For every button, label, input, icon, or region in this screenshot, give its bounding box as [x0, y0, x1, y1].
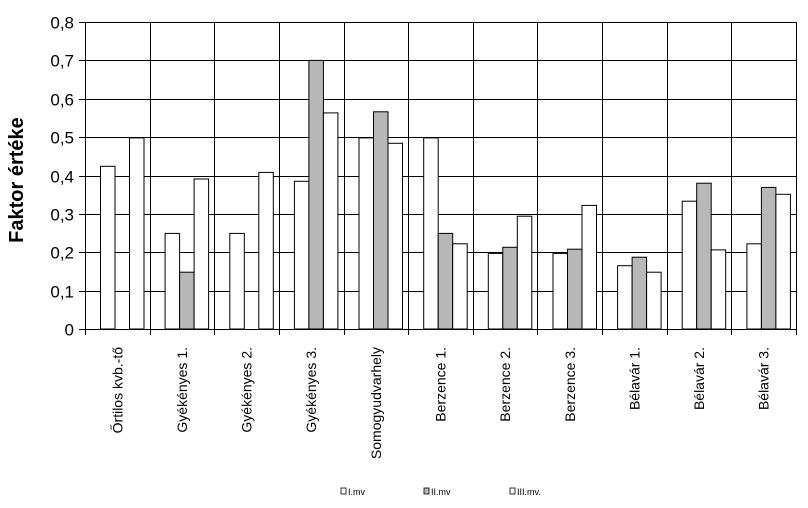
bar — [710, 249, 727, 330]
x-tick-labels: Őrtilos kvb.-tő Gyékényes 1. Gyékényes 2. G… — [109, 347, 771, 459]
x-tick-label: Bélavár 2. — [691, 347, 707, 410]
x-tick-label: Gyékényes 3. — [303, 347, 319, 433]
bar — [746, 243, 762, 330]
bar — [581, 204, 597, 330]
x-tick-label: Berzence 1. — [433, 347, 449, 422]
bar — [696, 182, 712, 330]
bar — [552, 252, 568, 330]
y-axis-label: Faktor értéke — [6, 117, 28, 243]
x-tick-label: Somogyudvarhely — [368, 347, 384, 459]
bar — [516, 215, 533, 330]
bar — [775, 193, 791, 330]
bar — [322, 112, 339, 330]
bar — [631, 256, 648, 330]
bar — [387, 142, 403, 330]
x-tick-label: Őrtilos kvb.-tő — [109, 347, 125, 434]
bar — [193, 178, 210, 330]
bar — [760, 186, 777, 330]
bar — [452, 243, 468, 330]
y-tick-label: 0 — [65, 321, 74, 340]
legend-label: III.mv. — [517, 487, 541, 497]
y-tick-label: 0,6 — [50, 91, 74, 110]
x-tick-label: Bélavár 1. — [626, 347, 642, 410]
axes — [79, 22, 796, 330]
y-tick-label: 0,4 — [50, 168, 74, 187]
y-tick-label: 0,2 — [50, 244, 74, 263]
x-tick-label: Bélavár 3. — [756, 347, 772, 410]
legend-swatch — [423, 487, 430, 495]
bar — [308, 59, 324, 330]
bar — [502, 246, 518, 330]
legend-item: II.mv — [423, 487, 451, 497]
y-tick-labels: 0 0,1 0,2 0,3 0,4 0,5 0,6 0,7 0,8 — [50, 14, 74, 340]
bar — [100, 165, 116, 330]
legend-item: III.mv. — [509, 487, 541, 497]
legend-swatch — [340, 487, 347, 495]
legend-item: I.mv — [340, 487, 365, 497]
gridlines — [85, 22, 797, 335]
bar — [437, 232, 454, 330]
y-tick-label: 0,1 — [50, 283, 74, 302]
bars — [100, 59, 791, 330]
legend-label: II.mv — [431, 487, 451, 497]
bar — [229, 232, 245, 330]
bar — [373, 111, 389, 330]
bar — [567, 248, 583, 330]
bar — [358, 137, 374, 330]
legend: I.mv II.mv III.mv. — [340, 487, 541, 497]
bar — [617, 265, 633, 330]
bar — [487, 252, 504, 330]
y-tick-label: 0,3 — [50, 206, 74, 225]
y-tick-label: 0,8 — [50, 14, 74, 33]
x-tick-label: Gyékényes 1. — [174, 347, 190, 433]
bar — [179, 271, 195, 330]
x-tick-label: Gyékényes 2. — [239, 347, 255, 433]
x-tick-label: Berzence 3. — [562, 347, 578, 422]
legend-label: I.mv — [348, 487, 365, 497]
x-tick-label: Berzence 2. — [497, 347, 513, 422]
bar — [293, 180, 310, 330]
y-tick-label: 0,7 — [50, 52, 74, 71]
bar — [129, 137, 145, 330]
legend-swatch — [509, 487, 516, 495]
bar — [258, 171, 274, 330]
bar — [423, 137, 439, 330]
y-tick-label: 0,5 — [50, 129, 74, 148]
bar — [681, 200, 698, 330]
bar — [646, 271, 662, 330]
bar — [164, 232, 181, 330]
